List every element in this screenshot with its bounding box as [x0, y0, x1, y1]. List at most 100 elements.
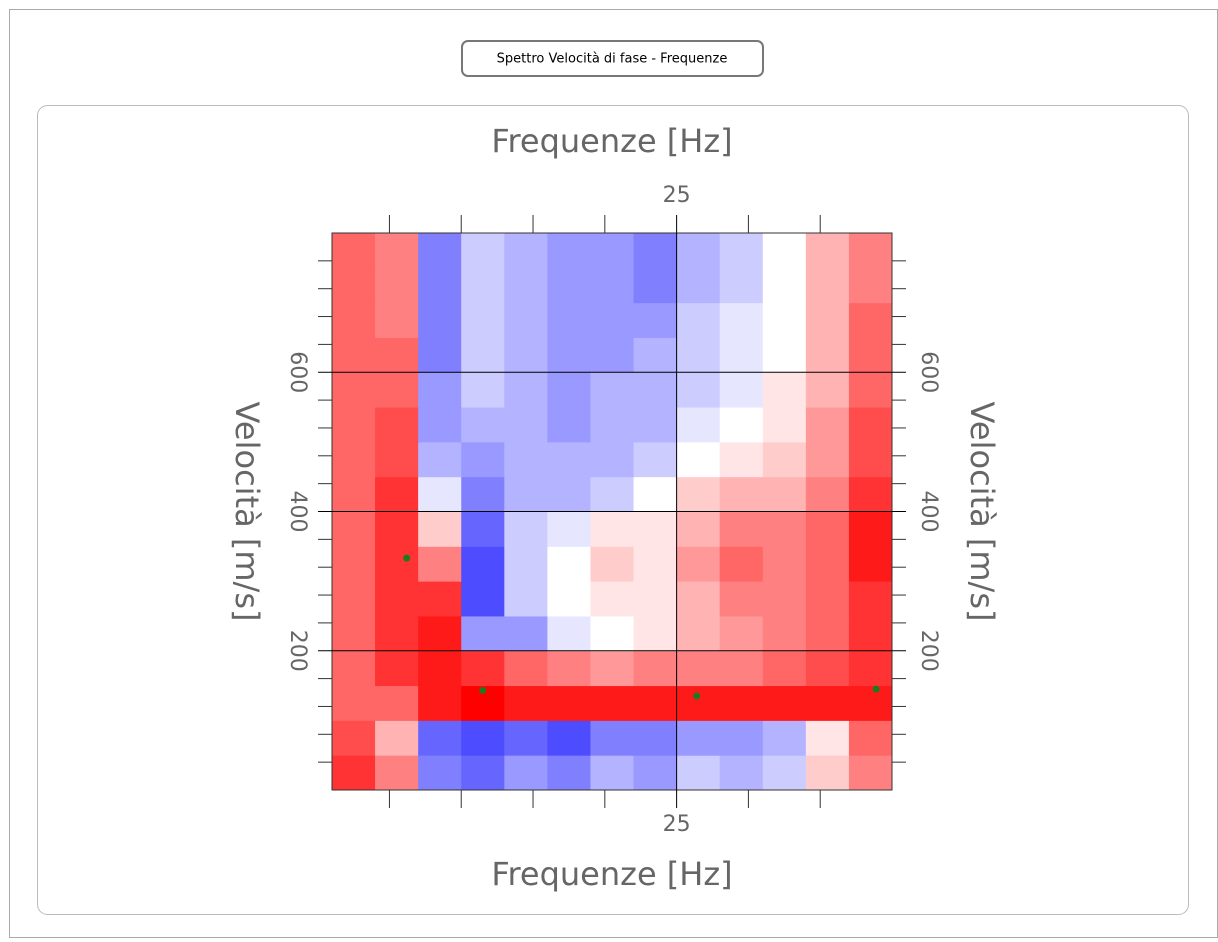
heat-cell [461, 581, 505, 617]
heat-cell [676, 233, 721, 269]
heat-cell [805, 615, 850, 652]
heat-cell [590, 546, 635, 582]
heat-cell [590, 720, 635, 756]
heat-cell [332, 615, 376, 652]
heat-cell [418, 233, 462, 269]
heat-cell [375, 685, 419, 721]
heat-cell [633, 511, 678, 547]
heat-cell [676, 476, 721, 512]
heat-cell [848, 476, 893, 512]
heat-cell [805, 511, 850, 547]
heat-cell [418, 720, 462, 756]
heat-cell [719, 511, 764, 547]
x-tick-label-top: 25 [663, 183, 691, 208]
heat-cell [332, 650, 376, 687]
heat-cell [375, 372, 419, 408]
heat-cell [547, 650, 591, 687]
heat-cell [719, 720, 764, 756]
y-tick-label-right: 400 [916, 491, 941, 533]
heat-cell [418, 337, 462, 373]
heat-cell [848, 407, 893, 443]
heat-cell [547, 755, 591, 791]
heat-cell [805, 650, 850, 687]
heat-cell [848, 546, 893, 582]
heat-cell [805, 720, 850, 756]
heat-cell [762, 546, 807, 582]
title-button[interactable] [461, 40, 764, 77]
heat-cell [332, 581, 376, 617]
heat-cell [719, 233, 764, 269]
heat-cell [848, 511, 893, 547]
heat-cell [332, 720, 376, 756]
heat-cell [332, 685, 376, 721]
heat-cell [848, 615, 893, 652]
heat-cell [590, 650, 635, 687]
heat-cell [332, 546, 376, 582]
heat-cell [375, 302, 419, 338]
heat-cell [762, 407, 807, 443]
heat-cell [633, 337, 678, 373]
heat-cell [504, 685, 548, 721]
heat-cell [332, 233, 376, 269]
picked-point [693, 692, 701, 700]
heat-cell [805, 267, 850, 304]
heat-cell [375, 441, 419, 478]
heat-cell [633, 233, 678, 269]
heat-cell [504, 650, 548, 687]
heat-cell [461, 441, 505, 478]
heat-cell [418, 476, 462, 512]
heat-cell [418, 407, 462, 443]
heat-cell [590, 511, 635, 547]
heat-cell [762, 441, 807, 478]
heat-cell [848, 581, 893, 617]
heat-cell [676, 441, 721, 478]
heat-cell [375, 720, 419, 756]
heat-cell [590, 302, 635, 338]
heat-cell [332, 476, 376, 512]
x-axis-title-bottom: Frequenze [Hz] [491, 855, 732, 893]
heat-cell [504, 233, 548, 269]
heat-cell [418, 302, 462, 338]
heat-cell [375, 581, 419, 617]
heat-cell [590, 476, 635, 512]
heat-cell [719, 267, 764, 304]
heat-cell [633, 372, 678, 408]
heat-cell [547, 720, 591, 756]
heat-cell [762, 720, 807, 756]
heat-cell [762, 233, 807, 269]
heat-cell [504, 407, 548, 443]
heat-cell [805, 302, 850, 338]
y-tick-label-right: 600 [916, 351, 941, 393]
heat-cell [375, 476, 419, 512]
heat-cell [590, 615, 635, 652]
title-button-label[interactable]: Spettro Velocità di fase - Frequenze [497, 52, 728, 67]
heat-cell [676, 407, 721, 443]
heat-cell [633, 615, 678, 652]
heat-cell [805, 407, 850, 443]
heat-cell [719, 407, 764, 443]
heat-cell [504, 546, 548, 582]
heat-cell [461, 546, 505, 582]
heat-cell [418, 441, 462, 478]
heat-cell [590, 755, 635, 791]
y-tick-label-left: 400 [285, 491, 310, 533]
heat-cell [676, 372, 721, 408]
heat-cell [461, 615, 505, 652]
heat-cell [332, 267, 376, 304]
heat-cell [719, 441, 764, 478]
heat-cell [719, 615, 764, 652]
heat-cell [375, 267, 419, 304]
heat-cell [848, 720, 893, 756]
heat-cell [719, 650, 764, 687]
heat-cell [332, 302, 376, 338]
heat-cell [762, 650, 807, 687]
heat-cell [332, 372, 376, 408]
heat-cell [375, 615, 419, 652]
heat-cell [762, 615, 807, 652]
heat-cell [547, 407, 591, 443]
heat-cell [848, 233, 893, 269]
heat-cell [418, 511, 462, 547]
heat-cell [633, 546, 678, 582]
heat-cell [504, 755, 548, 791]
heat-cell [418, 372, 462, 408]
